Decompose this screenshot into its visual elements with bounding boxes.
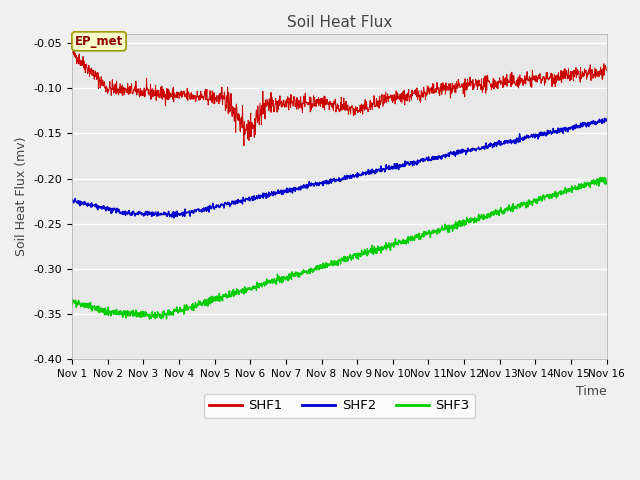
Legend: SHF1, SHF2, SHF3: SHF1, SHF2, SHF3 [204,394,475,418]
Title: Soil Heat Flux: Soil Heat Flux [287,15,392,30]
Text: EP_met: EP_met [75,35,123,48]
Y-axis label: Soil Heat Flux (mv): Soil Heat Flux (mv) [15,137,28,256]
X-axis label: Time: Time [576,384,607,397]
